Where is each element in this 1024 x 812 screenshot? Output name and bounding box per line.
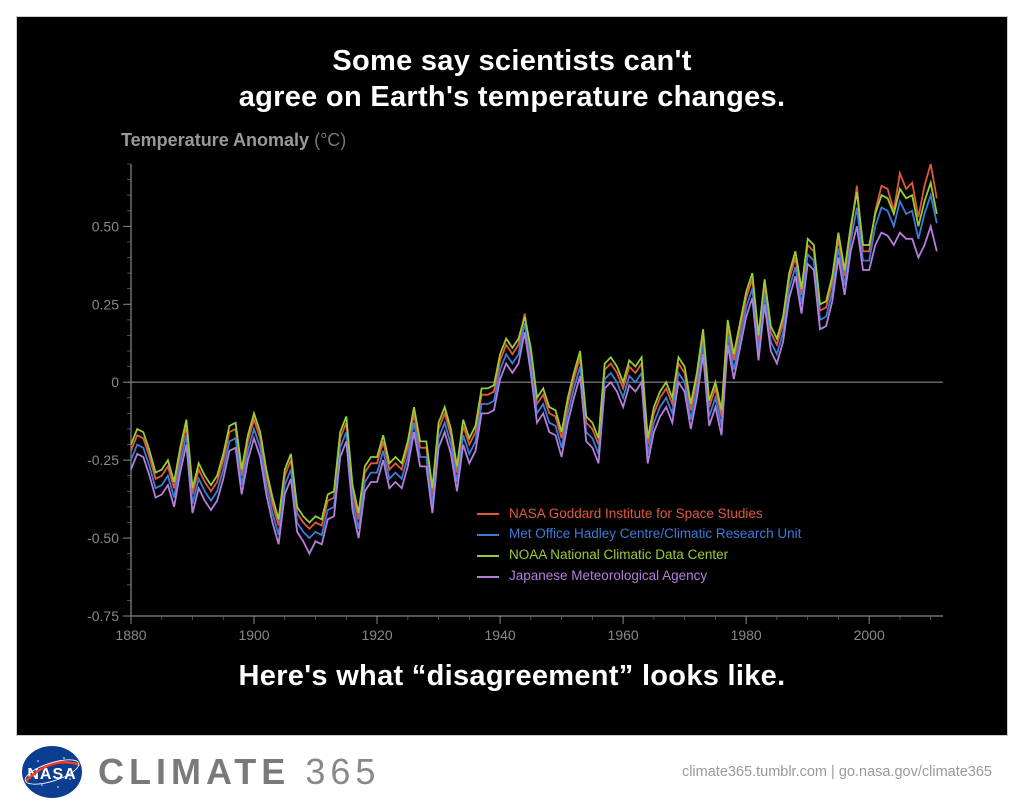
svg-text:1960: 1960 [608, 627, 639, 643]
legend-item: Met Office Hadley Centre/Climatic Resear… [477, 524, 801, 545]
svg-text:1940: 1940 [485, 627, 516, 643]
nasa-logo-icon: NASA [20, 745, 84, 799]
ylabel-unit: (°C) [314, 130, 346, 150]
chart-frame: Some say scientists can't agree on Earth… [16, 16, 1008, 736]
legend-swatch [477, 534, 499, 536]
svg-text:0.50: 0.50 [92, 218, 119, 234]
svg-text:1980: 1980 [731, 627, 762, 643]
bottom-text: Here's what “disagreement” looks like. [239, 660, 786, 692]
ylabel-text: Temperature Anomaly [121, 130, 309, 150]
brand-bold: CLIMATE [98, 751, 290, 792]
title-bottom: Here's what “disagreement” looks like. [17, 646, 1007, 707]
footer-link-1[interactable]: climate365.tumblr.com [682, 764, 827, 780]
footer-sep: | [827, 764, 839, 780]
legend-item: Japanese Meteorological Agency [477, 566, 801, 587]
footer-links: climate365.tumblr.com | go.nasa.gov/clim… [682, 764, 992, 780]
svg-text:0.25: 0.25 [92, 296, 119, 312]
svg-text:1920: 1920 [361, 627, 392, 643]
brand-text: CLIMATE 365 [98, 751, 380, 793]
svg-text:1900: 1900 [238, 627, 269, 643]
chart-area: Temperature Anomaly (°C) -0.75 -0.50 -0.25… [67, 126, 957, 646]
title-line1: Some say scientists can't [332, 45, 691, 77]
chart-legend: NASA Goddard Institute for Space Studies… [477, 504, 801, 588]
legend-swatch [477, 576, 499, 578]
legend-label: NOAA National Climatic Data Center [509, 545, 728, 566]
legend-label: NASA Goddard Institute for Space Studies [509, 504, 763, 525]
series-line [131, 164, 937, 529]
footer-link-2[interactable]: go.nasa.gov/climate365 [839, 764, 992, 780]
svg-text:-0.75: -0.75 [87, 608, 119, 624]
legend-swatch [477, 513, 499, 515]
legend-item: NASA Goddard Institute for Space Studies [477, 504, 801, 525]
title-top: Some say scientists can't agree on Earth… [17, 17, 1007, 126]
legend-label: Met Office Hadley Centre/Climatic Resear… [509, 524, 801, 545]
series-line [131, 182, 937, 522]
legend-swatch [477, 555, 499, 557]
y-axis-label: Temperature Anomaly (°C) [121, 130, 346, 151]
svg-text:2000: 2000 [854, 627, 885, 643]
legend-label: Japanese Meteorological Agency [509, 566, 707, 587]
svg-text:1880: 1880 [115, 627, 146, 643]
title-line2: agree on Earth's temperature changes. [239, 81, 786, 113]
svg-text:-0.50: -0.50 [87, 530, 119, 546]
brand-light: 365 [290, 751, 380, 792]
legend-item: NOAA National Climatic Data Center [477, 545, 801, 566]
footer: NASA CLIMATE 365 climate365.tumblr.com |… [16, 742, 1008, 802]
svg-text:-0.25: -0.25 [87, 452, 119, 468]
svg-text:0: 0 [111, 374, 119, 390]
